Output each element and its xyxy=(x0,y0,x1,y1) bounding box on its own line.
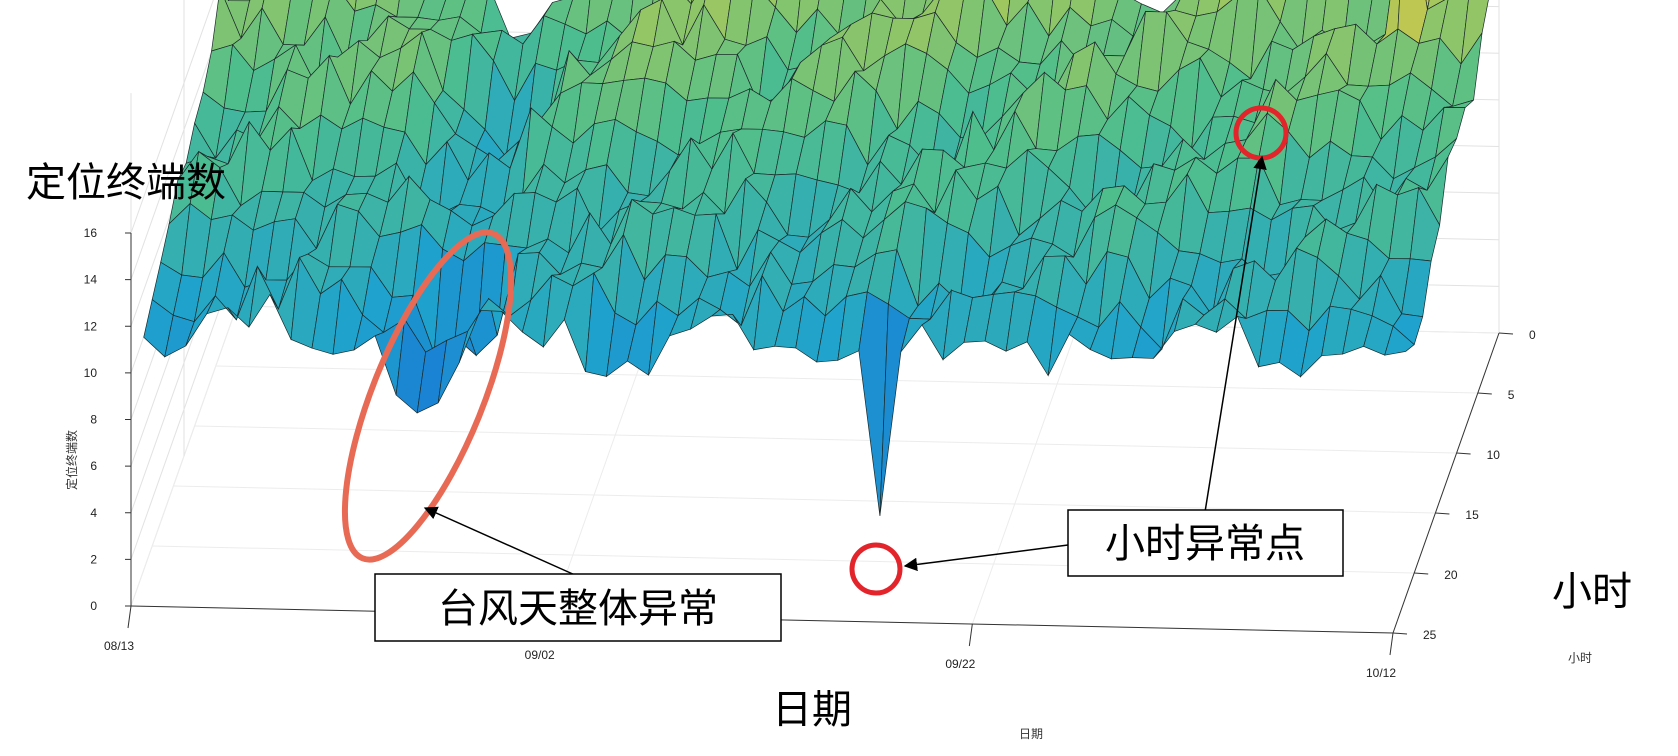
arrow-hour-low xyxy=(903,544,1069,572)
typhoon-ellipse xyxy=(341,229,515,563)
y-tick-label: 25 xyxy=(1423,628,1437,642)
typhoon-annotation-text: 台风天整体异常 xyxy=(438,586,718,632)
x-tick-label: 09/02 xyxy=(525,648,555,662)
y-tick-label: 10 xyxy=(1487,448,1501,462)
typhoon-box xyxy=(374,573,782,642)
z-tick-label: 10 xyxy=(84,366,98,380)
x-axis-label-big: 日期 xyxy=(772,687,852,733)
z-tick-label: 16 xyxy=(84,226,98,240)
hour-anomaly-text: 小时异常点 xyxy=(1105,521,1305,567)
y-tick-label: 15 xyxy=(1465,508,1479,522)
z-tick-label: 8 xyxy=(90,413,97,427)
surface-mesh xyxy=(143,0,1489,516)
z-tick-label: 12 xyxy=(84,319,98,333)
arrow-hour-high xyxy=(1204,155,1267,513)
x-tick-label: 10/12 xyxy=(1366,666,1396,680)
z-tick-label: 0 xyxy=(90,599,97,613)
surface-patch xyxy=(1384,325,1415,356)
z-tick-label: 2 xyxy=(90,552,97,566)
z-axis-label-small: 定位终端数 xyxy=(64,430,79,490)
hour-anomaly-box xyxy=(1067,509,1344,577)
surface-patch xyxy=(1426,0,1446,11)
y-tick-label: 20 xyxy=(1444,568,1458,582)
annotations: 台风天整体异常 小时异常点 xyxy=(341,105,1344,642)
y-tick-label: 0 xyxy=(1529,328,1536,342)
x-tick-label: 09/22 xyxy=(945,657,975,671)
y-axis-label-big: 小时 xyxy=(1552,569,1632,615)
y-tick-label: 5 xyxy=(1508,388,1515,402)
z-tick-label: 4 xyxy=(90,506,97,520)
y-axis-ticks: 0 5 10 15 20 25 xyxy=(1392,328,1536,642)
z-tick-label: 6 xyxy=(90,459,97,473)
x-axis-ticks: 08/13 09/02 09/22 10/12 xyxy=(104,605,1396,680)
x-tick-label: 08/13 xyxy=(104,639,134,653)
z-axis-label-big: 定位终端数 xyxy=(26,160,226,206)
z-axis-ticks: 0 2 4 6 8 10 12 14 16 xyxy=(84,226,131,613)
arrow-typhoon xyxy=(423,506,576,576)
anomaly-circle-low xyxy=(849,542,903,596)
x-axis-label-small: 日期 xyxy=(1019,727,1043,741)
y-axis-label-small: 小时 xyxy=(1568,651,1592,665)
z-tick-label: 14 xyxy=(84,273,98,287)
